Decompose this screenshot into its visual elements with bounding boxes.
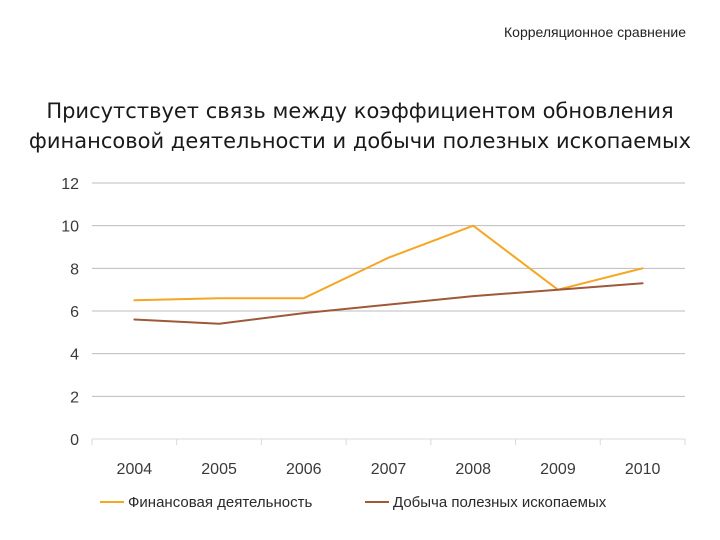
- series-line-2: [133, 282, 644, 325]
- y-tick-label: 4: [70, 347, 79, 364]
- chart-title: Присутствует связь между коэффициентом о…: [28, 99, 692, 153]
- y-axis-ticks: 0 2 4 6 8 10 12: [61, 176, 79, 449]
- x-axis: [91, 438, 686, 445]
- y-tick-label: 0: [70, 432, 79, 449]
- x-tick-label: 2009: [540, 461, 576, 478]
- x-tick-label: 2008: [455, 461, 491, 478]
- x-tick-label: 2007: [371, 461, 407, 478]
- legend-label: Добыча полезных ископаемых: [393, 494, 607, 511]
- slide-header: Корреляционное сравнение: [504, 24, 686, 40]
- series-lines: [133, 224, 644, 325]
- legend-label: Финансовая деятельность: [128, 494, 312, 511]
- grid-lines: [92, 182, 685, 397]
- legend: Финансовая деятельность Добыча полезных и…: [100, 494, 607, 511]
- y-tick-label: 12: [61, 176, 79, 193]
- x-tick-label: 2006: [286, 461, 322, 478]
- x-tick-label: 2004: [117, 461, 153, 478]
- x-tick-label: 2010: [625, 461, 661, 478]
- y-tick-label: 2: [70, 389, 79, 406]
- x-tick-label: 2005: [201, 461, 237, 478]
- y-tick-label: 10: [61, 219, 79, 236]
- y-tick-label: 8: [70, 261, 79, 278]
- x-axis-ticks: 2004 2005 2006 2007 2008 2009 2010: [117, 461, 661, 478]
- y-tick-label: 6: [70, 304, 79, 321]
